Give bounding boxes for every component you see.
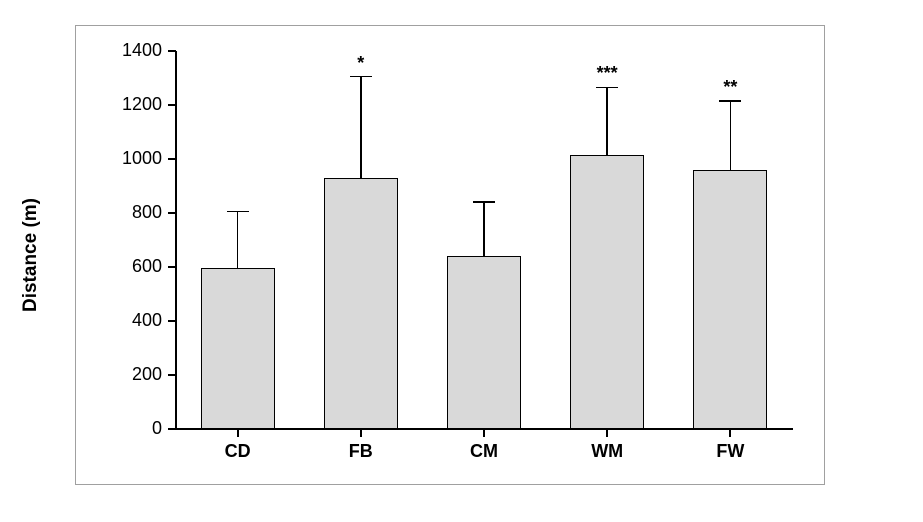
y-tick-label: 400: [102, 310, 162, 331]
x-tick: [237, 429, 239, 437]
bar-cm: [447, 256, 521, 429]
bar-fw: [693, 170, 767, 429]
error-bar: [606, 87, 608, 155]
error-cap: [473, 201, 495, 203]
y-tick-label: 1000: [102, 148, 162, 169]
x-tick-label: WM: [546, 441, 669, 462]
x-tick: [483, 429, 485, 437]
y-tick: [168, 374, 176, 376]
y-tick: [168, 320, 176, 322]
y-tick-label: 800: [102, 202, 162, 223]
x-tick: [360, 429, 362, 437]
x-tick-label: CM: [422, 441, 545, 462]
error-bar: [360, 77, 362, 178]
y-tick-label: 0: [102, 418, 162, 439]
significance-marker: ***: [577, 63, 637, 84]
x-tick: [729, 429, 731, 437]
x-tick: [606, 429, 608, 437]
plot-area: 0200400600800100012001400CD*FBCM***WM**F…: [176, 51, 792, 429]
bar-fb: [324, 178, 398, 429]
y-tick-label: 600: [102, 256, 162, 277]
error-bar: [483, 202, 485, 256]
y-tick: [168, 266, 176, 268]
y-tick: [168, 428, 176, 430]
y-tick-label: 200: [102, 364, 162, 385]
bar-cd: [201, 268, 275, 429]
y-axis-label: Distance (m): [20, 198, 42, 312]
error-cap: [719, 100, 741, 102]
y-tick-label: 1400: [102, 40, 162, 61]
x-tick-label: CD: [176, 441, 299, 462]
error-cap: [227, 211, 249, 213]
y-tick: [168, 104, 176, 106]
error-cap: [350, 76, 372, 78]
bar-wm: [570, 155, 644, 429]
x-tick-label: FW: [669, 441, 792, 462]
error-bar: [730, 101, 732, 170]
y-tick: [168, 212, 176, 214]
y-tick: [168, 158, 176, 160]
y-tick-label: 1200: [102, 94, 162, 115]
significance-marker: *: [331, 53, 391, 74]
error-bar: [237, 212, 239, 269]
y-tick: [168, 50, 176, 52]
significance-marker: **: [700, 77, 760, 98]
chart-frame: Distance (m) 0200400600800100012001400CD…: [75, 25, 825, 485]
error-cap: [596, 87, 618, 89]
x-tick-label: FB: [299, 441, 422, 462]
